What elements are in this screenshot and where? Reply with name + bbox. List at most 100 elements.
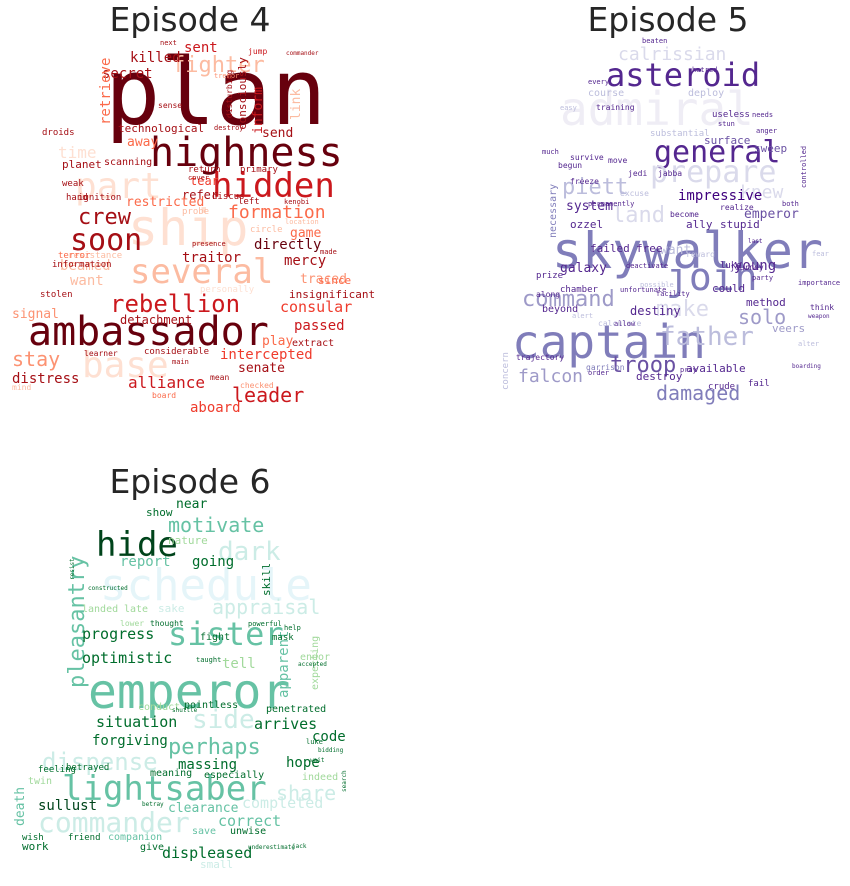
cloud-word: last (748, 238, 763, 245)
cloud-word: correct (218, 812, 281, 830)
cloud-word: circle (250, 225, 283, 235)
cloud-word: near (176, 497, 207, 512)
cloud-word: chamber (560, 285, 599, 295)
cloud-word: think (810, 303, 834, 312)
cloud-word: could (712, 282, 745, 295)
cloud-word: order (588, 369, 609, 377)
cloud-word: jedi (628, 169, 647, 178)
cloud-word: mercy (284, 253, 326, 269)
cloud-word: going (192, 554, 234, 570)
cloud-word: sweep (754, 142, 787, 155)
cloud-word: technological (118, 122, 204, 135)
cloud-word: substantial (650, 129, 710, 139)
cloud-word: crew (78, 205, 132, 230)
cloud-word: late (124, 604, 148, 615)
cloud-word: pointless (184, 700, 238, 711)
cloud-word: part (75, 166, 162, 207)
cloud-word: show (146, 506, 173, 519)
cloud-word: move (608, 156, 627, 165)
cloud-word: land (612, 203, 665, 228)
cloud-word: ozzel (570, 218, 603, 231)
cloud-word: training (596, 103, 635, 112)
cloud-word: along (536, 290, 560, 299)
cloud-word: party (752, 274, 773, 282)
cloud-word: ship (128, 199, 248, 257)
cloud-word: sullust (38, 798, 97, 814)
cloud-word: jabba (658, 169, 682, 178)
cloud-word: skywalker (552, 222, 823, 280)
cloud-word: motivate (168, 513, 264, 537)
cloud-word: next (160, 39, 177, 47)
cloud-word: conduct (138, 702, 180, 713)
cloud-word: terror (58, 251, 91, 261)
cloud-word: falcon (518, 366, 583, 387)
cloud-word: directly (254, 237, 321, 253)
cloud-word: jump (248, 47, 267, 56)
cloud-word: deactivate (626, 262, 668, 270)
panel-title: Episode 5 (587, 0, 749, 39)
cloud-word: rebellion (110, 290, 240, 318)
cloud-word: discus (212, 192, 245, 202)
cloud-word: extract (292, 338, 334, 349)
cloud-word: especially (204, 770, 264, 781)
cloud-word: help (284, 624, 301, 632)
cloud-word: hide (96, 525, 178, 565)
cloud-word: accepted (298, 661, 327, 668)
cloud-word: asteroid (606, 56, 760, 94)
cloud-word: work (22, 840, 49, 853)
cloud-word: clearance (168, 801, 239, 816)
cloud-word: base (82, 345, 169, 386)
cloud-word: information (52, 260, 112, 270)
cloud-word: massing (178, 757, 237, 773)
cloud-word: solo (738, 305, 786, 329)
cloud-word: crude (708, 382, 735, 392)
cloud-word: permanently (588, 200, 634, 208)
cloud-word: ambassador (28, 309, 269, 355)
cloud-word: planet (62, 158, 102, 171)
cloud-word: detachment (120, 313, 192, 327)
cloud-word: lightsaber (62, 769, 267, 809)
cloud-word: realize (720, 203, 754, 212)
cloud-word: endor (300, 652, 330, 663)
cloud-word: piett (562, 175, 628, 200)
cloud-word: unfortunate (620, 286, 666, 294)
cloud-word: sent (184, 40, 218, 56)
cloud-word: alliance (128, 373, 205, 392)
cloud-word: powerful (248, 620, 282, 628)
cloud-word: stupid (720, 218, 760, 231)
cloud-word: situation (96, 713, 177, 731)
cloud-word: feeling (38, 765, 76, 775)
cloud-word: droids (42, 128, 75, 138)
cloud-word: ignition (78, 193, 121, 203)
cloud-word: landed (82, 604, 118, 615)
cloud-word: fail (748, 379, 770, 389)
cloud-word: boarding (792, 363, 821, 370)
cloud-word: penetrated (266, 704, 326, 715)
cloud-word: beyond (542, 304, 578, 315)
cloud-word: made (320, 248, 337, 256)
cloud-word: alter (798, 340, 819, 348)
cloud-word: possible (640, 281, 674, 289)
cloud-word: tell (222, 656, 256, 672)
cloud-word: want (70, 273, 104, 289)
cloud-word: failed (590, 242, 630, 255)
cloud-word: stay (12, 347, 60, 371)
cloud-word: admiral (560, 82, 754, 136)
cloud-word: make (656, 297, 709, 322)
cloud-word: share (276, 781, 336, 805)
cloud-word: since (318, 274, 351, 287)
cloud-word: galaxy (560, 261, 607, 276)
cloud-word: passed (294, 318, 345, 334)
cloud-word: presence (192, 240, 226, 248)
cloud-word: death (13, 787, 28, 826)
cloud-word: save (192, 826, 216, 837)
cloud-word: betray (142, 801, 164, 808)
cloud-word: dark (218, 537, 281, 567)
cloud-word: plan (105, 39, 327, 146)
cloud-word: refer (182, 188, 218, 202)
cloud-word: time (58, 143, 97, 162)
cloud-word: formation (228, 202, 326, 223)
word-cloud-episode-6: emperor schedule lightsaber hide sister comma… (13, 497, 348, 871)
cloud-word: traitor (182, 250, 241, 266)
cloud-word: concern (501, 352, 511, 390)
